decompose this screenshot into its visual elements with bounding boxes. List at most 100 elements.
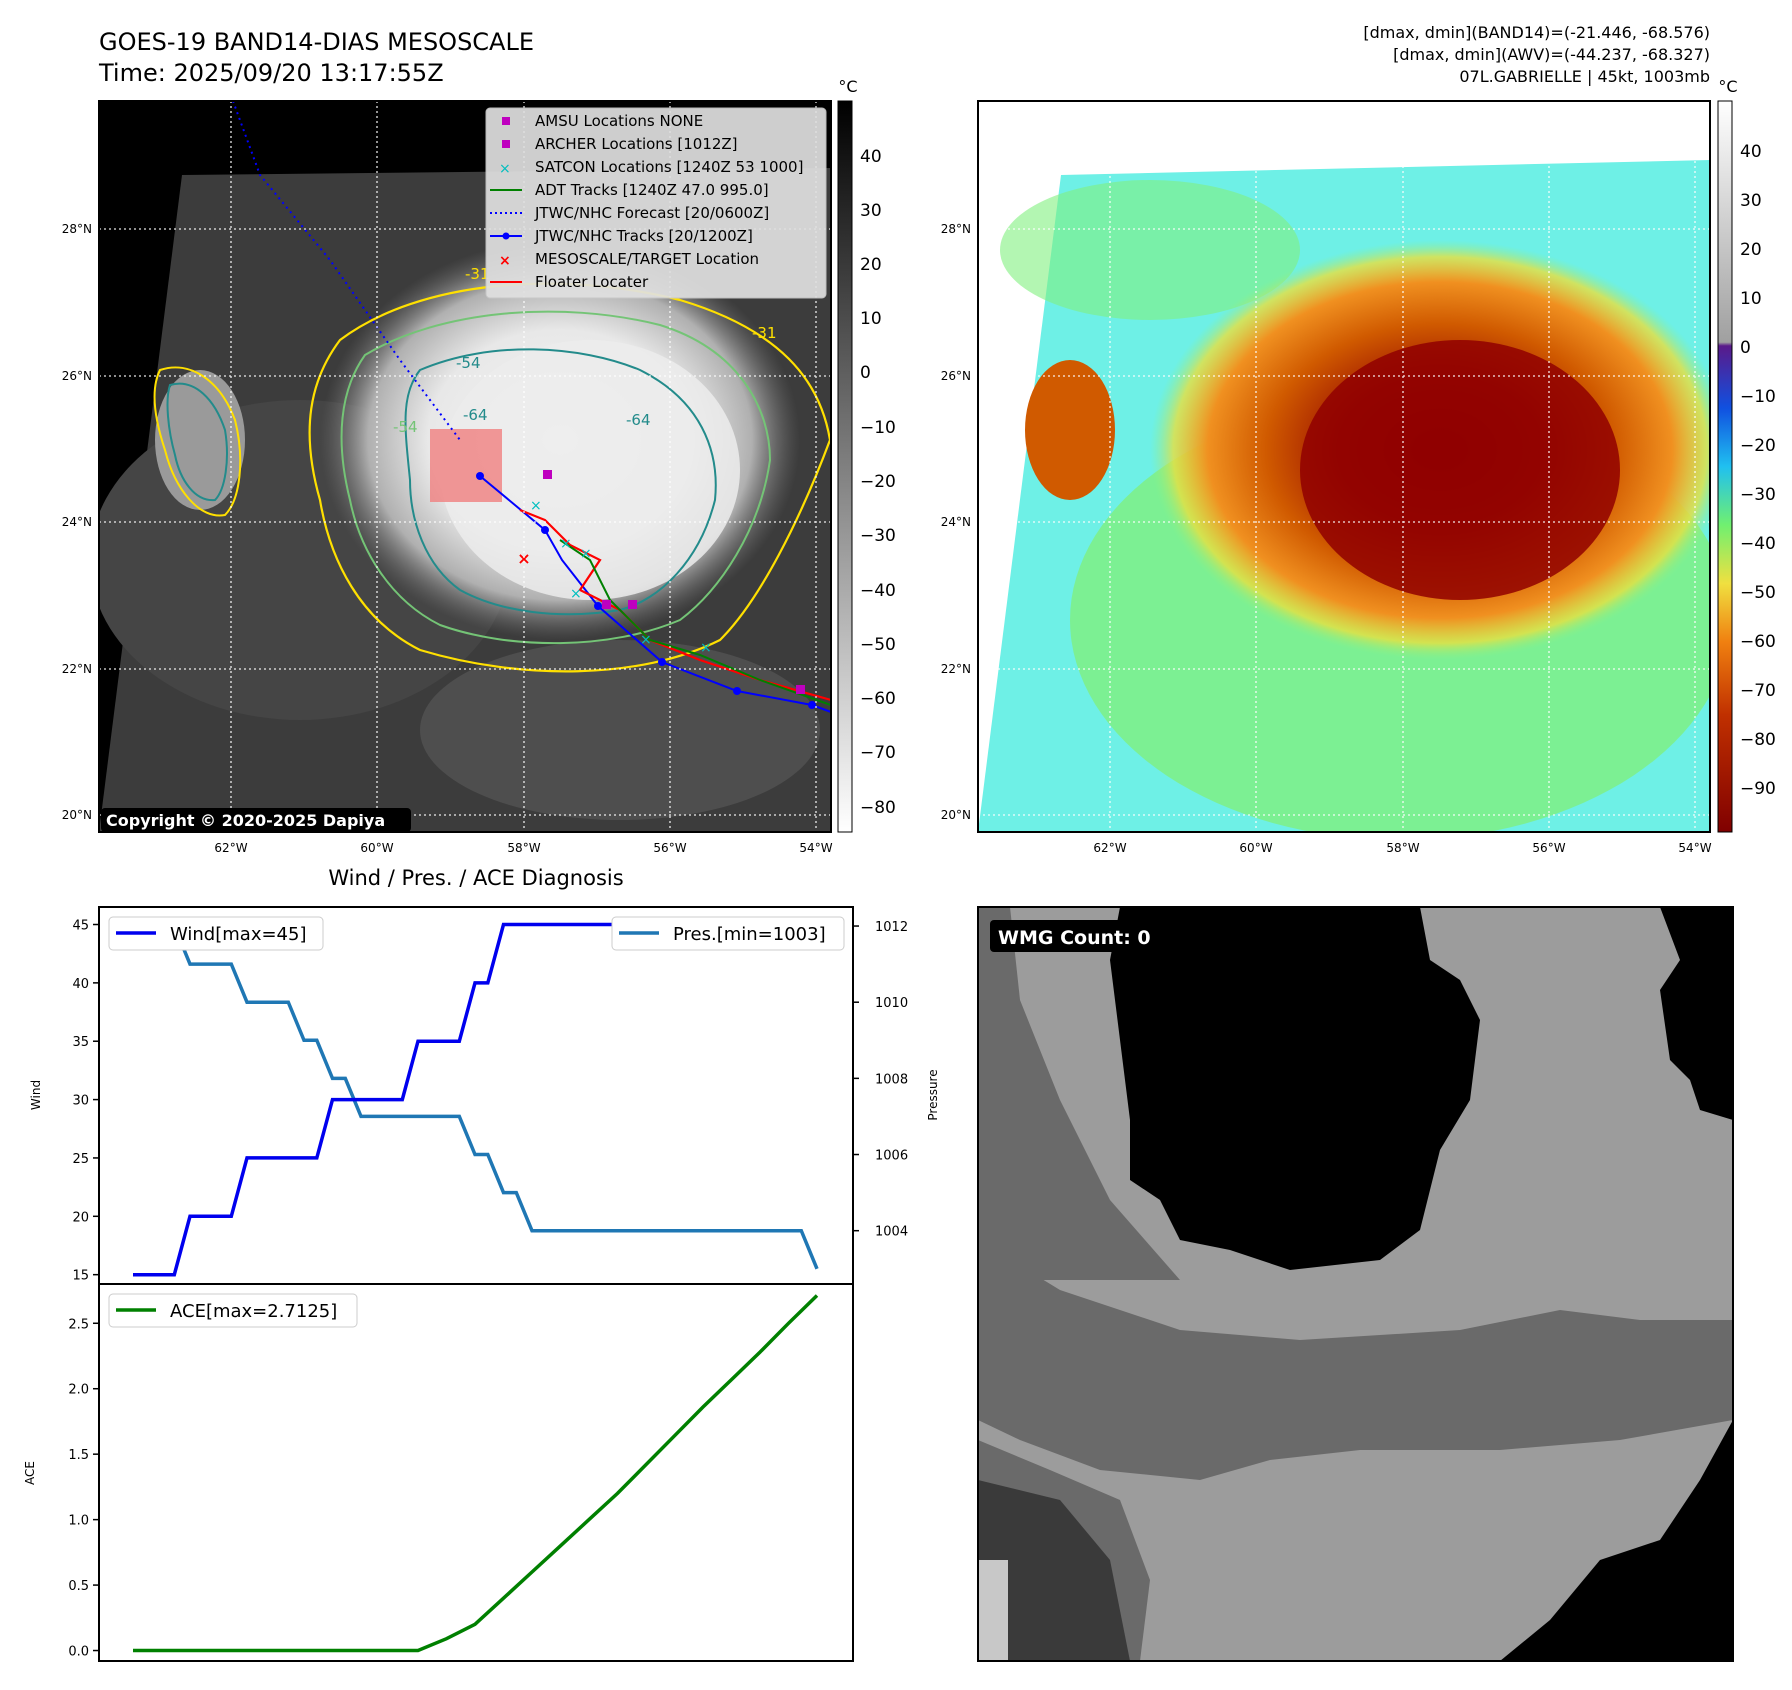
wind-y-tick-label: 15 [72, 1269, 89, 1284]
mesoscale-box [430, 429, 502, 502]
figure-time: Time: 2025/09/20 13:17:55Z [98, 59, 444, 87]
legend-box [485, 107, 827, 299]
svg-text:30: 30 [1740, 191, 1762, 211]
svg-text:−40: −40 [860, 581, 896, 601]
svg-text:−50: −50 [860, 635, 896, 655]
wmg-dark-region [1660, 907, 1733, 1120]
target-legend-icon: × [499, 253, 511, 269]
wmg-mid-band [978, 907, 1180, 1280]
pressure-y-tick-label: 1012 [875, 920, 908, 935]
ace-axis-label: ACE [23, 1461, 37, 1485]
svg-text:20: 20 [1740, 240, 1762, 260]
wmg-dark-region [1110, 907, 1480, 1270]
wind-axis-label: Wind [29, 1080, 43, 1110]
archer-marker [602, 600, 611, 609]
contour-label: -64 [463, 406, 488, 424]
ace-y-tick-label: 2.0 [68, 1383, 89, 1398]
wind-y-ticks: 15 20 25 30 35 40 45 [72, 919, 99, 1284]
svg-text:Floater Locater: Floater Locater [535, 273, 649, 291]
svg-text:24°N: 24°N [941, 515, 971, 529]
svg-text:54°W: 54°W [799, 841, 832, 855]
ace-chart: 0.0 0.5 1.0 1.5 2.0 2.5 ACE ACE[max=2.7125] [23, 1283, 854, 1662]
svg-text:−60: −60 [1740, 632, 1776, 652]
ir-map-frame [98, 100, 832, 833]
svg-text:20°N: 20°N [941, 808, 971, 822]
svg-text:JTWC/NHC Forecast [20/0600Z]: JTWC/NHC Forecast [20/0600Z] [534, 204, 769, 222]
svg-text:28°N: 28°N [941, 222, 971, 236]
info-awv: [dmax, dmin](AWV)=(-44.237, -68.327) [1393, 45, 1710, 64]
ir-legend: × × AMSU Locations NONE ARCHER Locations… [485, 107, 827, 299]
pressure-y-tick-label: 1008 [875, 1072, 908, 1087]
svg-text:×: × [560, 536, 572, 552]
wind-y-tick-label: 35 [72, 1035, 89, 1050]
awv-lat-labels: 28°N 26°N 24°N 22°N 20°N [941, 222, 971, 822]
ace-legend-label: ACE[max=2.7125] [170, 1301, 337, 1322]
svg-text:22°N: 22°N [941, 662, 971, 676]
wind-plot-frame [98, 906, 854, 1285]
wind-y-tick-label: 30 [72, 1094, 89, 1109]
contour-label: -31 [752, 324, 777, 342]
wmg-darker-band [978, 1480, 1130, 1661]
jtwc-track-line [479, 475, 831, 713]
svg-text:ADT Tracks [1240Z 47.0 995.0]: ADT Tracks [1240Z 47.0 995.0] [535, 181, 769, 199]
wmg-panel: WMG Count: 0 [977, 906, 1734, 1662]
svg-text:−30: −30 [1740, 485, 1776, 505]
wmg-frame [977, 906, 1734, 1662]
contour-label: -64 [626, 411, 651, 429]
ir-lat-labels: 28°N 26°N 24°N 22°N 20°N [62, 222, 92, 822]
svg-text:26°N: 26°N [62, 369, 92, 383]
info-storm: 07L.GABRIELLE | 45kt, 1003mb [1459, 67, 1710, 86]
svg-text:56°W: 56°W [1532, 841, 1565, 855]
svg-text:×: × [580, 546, 592, 562]
track-legend-dot [502, 232, 510, 240]
ace-plot-frame [98, 1283, 854, 1662]
pressure-axis-label: Pressure [926, 1069, 940, 1120]
svg-text:×: × [570, 586, 582, 602]
satcon-markers: × × × × × × [530, 498, 712, 656]
contour-label: -31 [465, 265, 490, 283]
pressure-series-line [133, 924, 819, 1270]
wind-y-tick-label: 20 [72, 1210, 89, 1225]
svg-text:−10: −10 [1740, 387, 1776, 407]
svg-text:−50: −50 [1740, 583, 1776, 603]
ace-y-tick-label: 0.0 [68, 1645, 89, 1660]
svg-text:−60: −60 [860, 689, 896, 709]
contour-label: -54 [456, 354, 481, 372]
adt-track [559, 539, 831, 706]
awv-lon-labels: 62°W 60°W 58°W 56°W 54°W [1093, 841, 1711, 855]
pressure-y-tick-label: 1006 [875, 1149, 908, 1164]
contour-cold-west [166, 382, 228, 502]
mesoscale-target-marker: × [517, 549, 530, 568]
wind-pressure-chart: Wind / Pres. / ACE Diagnosis 15 20 25 30 35 4… [29, 866, 940, 1285]
svg-text:×: × [700, 640, 712, 656]
svg-text:62°W: 62°W [1093, 841, 1126, 855]
wmg-count-box [990, 920, 1172, 952]
ir-cloud-field [420, 640, 820, 820]
svg-text:60°W: 60°W [360, 841, 393, 855]
svg-text:0: 0 [860, 363, 871, 383]
svg-text:×: × [530, 498, 542, 514]
awv-gridlines [978, 101, 1710, 832]
contour-label: -54 [393, 418, 418, 436]
ir-storm-core [440, 340, 740, 600]
svg-text:40: 40 [1740, 142, 1762, 162]
svg-text:−70: −70 [860, 743, 896, 763]
svg-text:24°N: 24°N [62, 515, 92, 529]
svg-text:−80: −80 [1740, 730, 1776, 750]
svg-text:0: 0 [1740, 338, 1751, 358]
archer-legend-icon [502, 140, 510, 148]
ace-y-tick-label: 1.5 [68, 1448, 89, 1463]
copyright-label: Copyright © 2020-2025 Dapiya [106, 811, 385, 830]
ir-lon-labels: 62°W 60°W 58°W 56°W 54°W [214, 841, 832, 855]
wmg-count-label: WMG Count: 0 [998, 927, 1151, 949]
awv-map-panel: 28°N 26°N 24°N 22°N 20°N 62°W 60°W 58°W … [941, 77, 1776, 855]
pressure-y-tick-label: 1010 [875, 996, 908, 1011]
svg-text:40: 40 [860, 147, 882, 167]
wind-legend-box [108, 916, 324, 951]
svg-text:SATCON Locations [1240Z 53 100: SATCON Locations [1240Z 53 1000] [535, 158, 803, 176]
ir-map-panel: -31 -54 -64 -64 -31 -54 × × × × × × × [62, 77, 896, 855]
awv-moist-region [1000, 180, 1300, 320]
pressure-legend-label: Pres.[min=1003] [673, 924, 826, 945]
ir-colorbar-ticks: 40 30 20 10 0 −10 −20 −30 −40 −50 −60 −7… [860, 147, 896, 818]
wmg-light-patch [978, 1560, 1008, 1661]
